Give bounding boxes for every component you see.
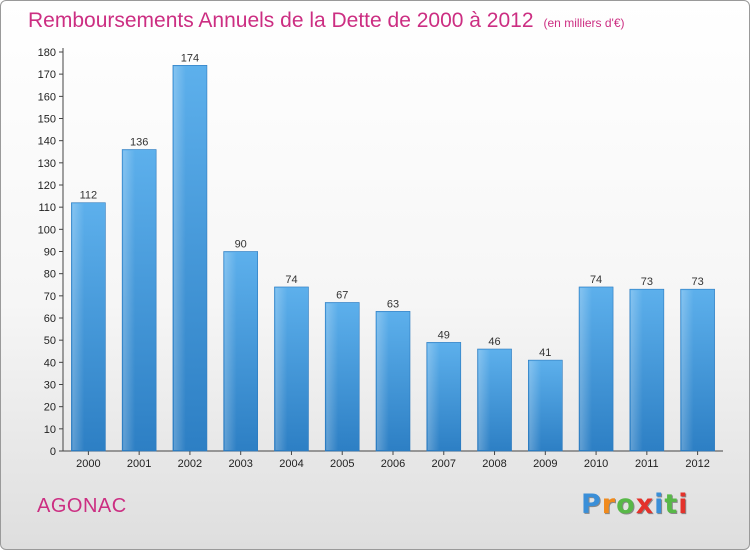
y-tick-label: 50	[44, 335, 56, 347]
x-tick-label: 2007	[432, 458, 456, 470]
data-label: 63	[387, 298, 399, 310]
y-tick-label: 100	[38, 224, 56, 236]
chart-subtitle: (en milliers d'€)	[543, 16, 625, 30]
y-tick-label: 20	[44, 402, 56, 414]
data-label: 67	[336, 289, 348, 301]
y-tick-label: 180	[38, 47, 56, 59]
bar-highlight	[529, 361, 542, 450]
bar-highlight	[173, 66, 186, 451]
data-label: 74	[590, 274, 602, 286]
proxiti-logo: Proxiti	[581, 489, 689, 520]
labels-layer: 2000 112 2001 136 2002 174 2003 90 2004 74 2005 67 2…	[76, 52, 710, 470]
y-tick-label: 70	[44, 291, 56, 303]
bars-layer	[71, 65, 715, 452]
data-label: 49	[438, 329, 450, 341]
logo-letter: o	[616, 489, 636, 520]
y-tick-label: 80	[44, 269, 56, 281]
bar-highlight	[72, 203, 85, 450]
bar-highlight	[224, 252, 237, 450]
y-tick-label: 110	[38, 202, 56, 214]
y-tick-label: 120	[38, 180, 56, 192]
data-label: 90	[235, 239, 247, 251]
bar-highlight	[580, 287, 592, 450]
data-label: 174	[181, 52, 199, 64]
y-tick-label: 160	[38, 91, 56, 103]
logo-letter: x	[635, 489, 655, 520]
x-tick-label: 2003	[228, 458, 252, 470]
chart-title: Remboursements Annuels de la Dette de 20…	[28, 9, 625, 33]
bar-highlight	[478, 350, 491, 450]
y-tick-label: 30	[44, 380, 56, 392]
logo-letter: i	[678, 489, 689, 520]
logo-letter: P	[581, 489, 602, 520]
logo-letter: t	[664, 489, 679, 520]
data-label: 46	[488, 336, 500, 348]
x-tick-label: 2000	[76, 458, 100, 470]
data-label: 73	[641, 276, 653, 288]
x-tick-label: 2002	[178, 458, 202, 470]
logo-letter: r	[601, 489, 617, 520]
bar-highlight	[630, 290, 643, 450]
y-tick-label: 150	[38, 114, 56, 126]
y-tick-label: 0	[50, 446, 56, 458]
bar-highlight	[123, 150, 136, 451]
x-tick-label: 2004	[279, 458, 303, 470]
data-label: 74	[285, 274, 297, 286]
data-label: 41	[539, 347, 551, 359]
x-tick-label: 2001	[127, 458, 151, 470]
commune-name: AGONAC	[37, 495, 127, 517]
y-tick-label: 130	[38, 158, 56, 170]
data-label: 112	[80, 190, 98, 202]
x-tick-label: 2009	[533, 458, 557, 470]
y-tick-label: 10	[44, 424, 56, 436]
y-tick-label: 40	[44, 357, 56, 369]
logo-letter: i	[654, 489, 665, 520]
x-tick-label: 2008	[482, 458, 506, 470]
y-tick-label: 90	[44, 247, 56, 259]
title-text: Remboursements Annuels de la Dette de 20…	[28, 9, 534, 32]
bar-highlight	[275, 287, 288, 450]
x-tick-label: 2012	[685, 458, 709, 470]
data-label: 136	[130, 137, 148, 149]
x-tick-label: 2011	[635, 458, 659, 470]
x-tick-label: 2010	[584, 458, 608, 470]
y-tick-label: 140	[38, 136, 56, 148]
x-tick-label: 2005	[330, 458, 354, 470]
bar-highlight	[427, 343, 440, 450]
bar-highlight	[326, 303, 339, 450]
x-tick-label: 2006	[381, 458, 405, 470]
bar-highlight	[681, 290, 694, 450]
y-tick-label: 60	[44, 313, 56, 325]
y-tick-label: 170	[38, 69, 56, 81]
bar-highlight	[377, 312, 389, 450]
data-label: 73	[691, 276, 703, 288]
